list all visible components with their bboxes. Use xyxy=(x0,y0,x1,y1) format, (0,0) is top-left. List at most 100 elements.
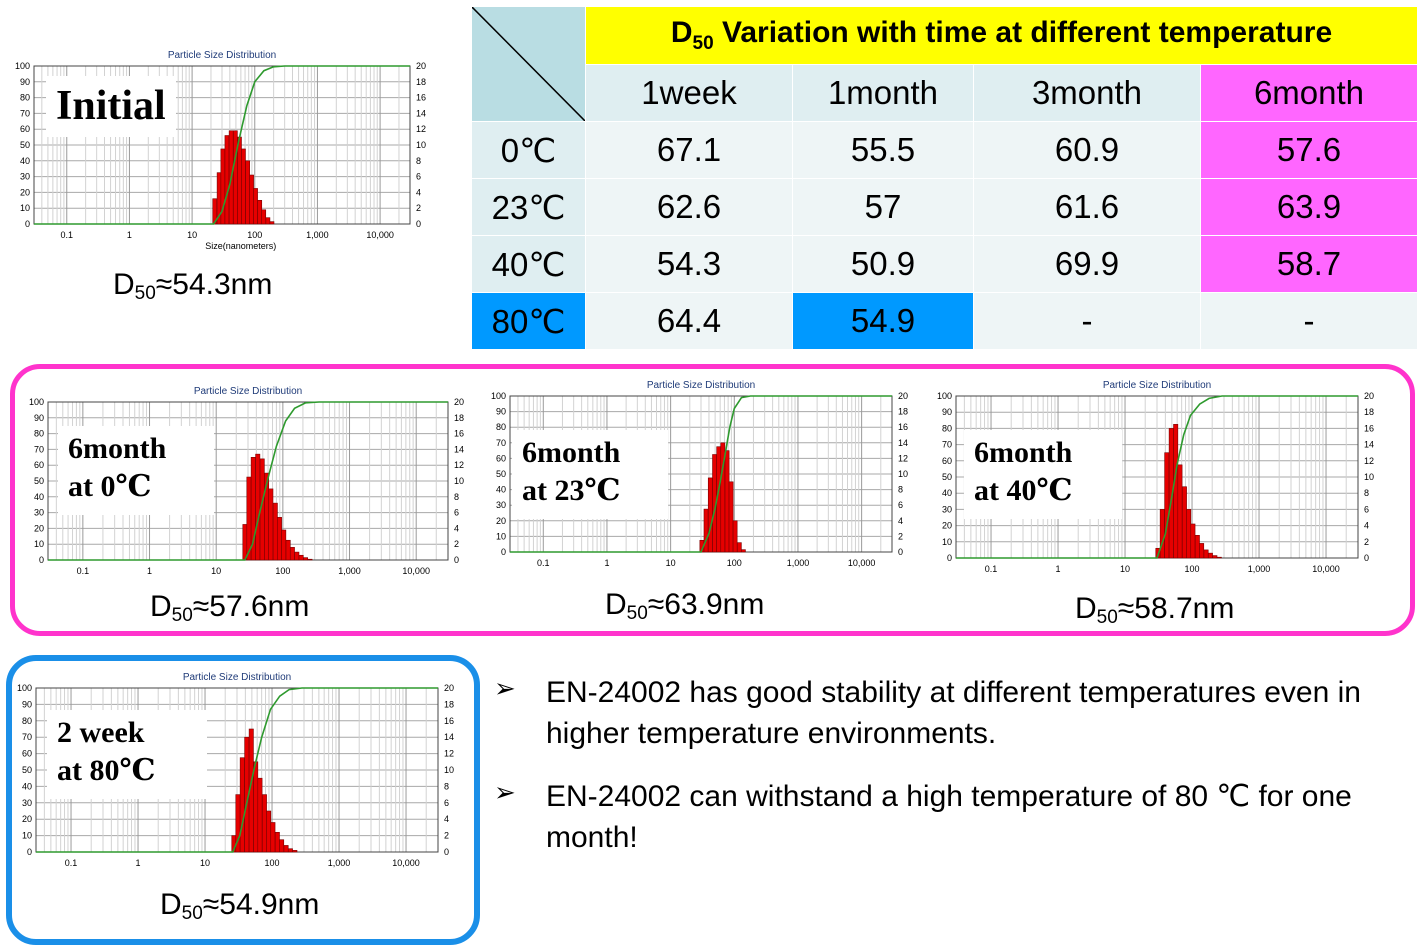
y-tick-label-left: 80 xyxy=(22,716,32,726)
distribution-bar xyxy=(1159,509,1165,559)
distribution-bar xyxy=(724,450,730,553)
distribution-bar xyxy=(242,524,248,561)
distribution-bar xyxy=(294,551,300,561)
distribution-bar xyxy=(269,221,275,225)
y-tick-label-right: 4 xyxy=(454,523,459,533)
y-tick-label-left: 40 xyxy=(496,485,506,495)
y-tick-label-left: 30 xyxy=(942,504,952,514)
distribution-bar xyxy=(253,761,259,853)
y-tick-label-left: 80 xyxy=(20,93,30,103)
table-cell: - xyxy=(1200,292,1418,350)
y-tick-label-left: 70 xyxy=(942,440,952,450)
y-tick-label-left: 40 xyxy=(34,492,44,502)
y-tick-label-left: 70 xyxy=(20,108,30,118)
x-tick-label: 10,000 xyxy=(402,566,430,576)
chart-initial-label: Initial xyxy=(46,76,176,137)
y-tick-label-left: 30 xyxy=(20,172,30,182)
y-tick-label-left: 0 xyxy=(947,553,952,563)
distribution-bar xyxy=(224,135,230,225)
chart-6month-23c-label: 6month at 23℃ xyxy=(512,430,668,519)
y-tick-label-right: 20 xyxy=(416,61,426,71)
y-tick-label-left: 20 xyxy=(20,187,30,197)
x-tick-label: 10 xyxy=(211,566,221,576)
y-tick-label-right: 2 xyxy=(416,203,421,213)
col-header-1week: 1week xyxy=(585,63,793,122)
y-tick-label-left: 90 xyxy=(34,413,44,423)
arrow-bullet-icon: ➢ xyxy=(494,778,516,808)
y-tick-label-right: 0 xyxy=(444,847,449,857)
col-header-1month: 1month xyxy=(792,63,974,122)
distribution-bar xyxy=(277,517,282,561)
col-header-3month: 3month xyxy=(973,63,1201,122)
distribution-bar xyxy=(298,554,304,561)
y-tick-label-left: 90 xyxy=(22,699,32,709)
x-tick-label: 100 xyxy=(1185,564,1200,574)
table-cell: - xyxy=(973,292,1201,350)
distribution-bar xyxy=(736,542,742,553)
y-tick-label-right: 4 xyxy=(416,187,421,197)
distribution-bar xyxy=(1190,523,1196,559)
y-tick-label-left: 10 xyxy=(22,831,32,841)
table-cell-highlight: 58.7 xyxy=(1200,235,1418,293)
table-cell: 69.9 xyxy=(973,235,1201,293)
x-tick-label: 10,000 xyxy=(1312,564,1340,574)
cumulative-line xyxy=(956,395,1358,559)
y-tick-label-left: 0 xyxy=(27,847,32,857)
x-tick-label: 100 xyxy=(275,566,290,576)
y-tick-label-left: 100 xyxy=(17,683,32,693)
table-title: D50 Variation with time at different tem… xyxy=(585,6,1418,65)
chart-title: Particle Size Distribution xyxy=(194,386,302,397)
y-tick-label-left: 20 xyxy=(942,521,952,531)
chart-label-line: Initial xyxy=(56,83,166,129)
d50-sub: 50 xyxy=(171,605,193,626)
y-tick-label-right: 14 xyxy=(454,444,464,454)
chart-label-line: 6month xyxy=(68,432,167,465)
y-tick-label-right: 8 xyxy=(444,781,449,791)
y-tick-label-right: 4 xyxy=(444,814,449,824)
x-tick-label: 1 xyxy=(604,558,609,568)
y-tick-label-right: 20 xyxy=(444,683,454,693)
y-tick-label-right: 16 xyxy=(1364,423,1374,433)
y-tick-label-right: 2 xyxy=(444,831,449,841)
row-header-80c: 80℃ xyxy=(471,292,586,350)
y-tick-label-right: 6 xyxy=(444,798,449,808)
d50-table: D50 Variation with time at different tem… xyxy=(471,6,1418,350)
chart-label-line: 2 week xyxy=(57,716,145,749)
y-tick-label-left: 20 xyxy=(34,523,44,533)
distribution-bar xyxy=(272,502,278,561)
chart-title: Particle Size Distribution xyxy=(183,672,291,683)
corner-diagonal xyxy=(472,7,585,121)
y-tick-label-left: 0 xyxy=(39,555,44,565)
arrow-bullet-icon: ➢ xyxy=(494,674,516,704)
distribution-bar xyxy=(237,136,242,225)
distribution-bar xyxy=(1216,556,1222,559)
y-tick-label-right: 6 xyxy=(1364,504,1369,514)
distribution-bar xyxy=(266,810,272,853)
d50-prefix: D xyxy=(1075,592,1097,625)
distribution-bar xyxy=(287,848,293,853)
x-tick-label: 1 xyxy=(136,858,141,868)
distribution-bar xyxy=(249,174,254,225)
y-tick-label-right: 12 xyxy=(416,124,426,134)
x-tick-label: 100 xyxy=(265,858,280,868)
d50-prefix: D xyxy=(150,590,172,623)
y-tick-label-right: 4 xyxy=(898,516,903,526)
distribution-bar xyxy=(270,822,276,853)
distribution-bar xyxy=(1173,424,1179,559)
x-tick-label: 0.1 xyxy=(537,558,550,568)
y-tick-label-right: 18 xyxy=(1364,407,1374,417)
y-tick-label-right: 12 xyxy=(454,460,464,470)
y-tick-label-right: 0 xyxy=(898,547,903,557)
distribution-bar xyxy=(1212,555,1218,559)
y-tick-label-right: 12 xyxy=(444,749,454,759)
y-tick-label-right: 2 xyxy=(454,539,459,549)
y-tick-label-right: 14 xyxy=(898,438,908,448)
table-cell: 55.5 xyxy=(792,121,974,179)
y-tick-label-right: 6 xyxy=(898,500,903,510)
bullet-item-1: ➢ EN-24002 has good stability at differe… xyxy=(494,672,1424,762)
y-tick-label-right: 12 xyxy=(1364,456,1374,466)
y-tick-label-right: 18 xyxy=(898,407,908,417)
distribution-bar xyxy=(741,549,746,553)
chart-6month-0c-label: 6month at 0℃ xyxy=(58,426,214,515)
y-tick-label-left: 50 xyxy=(34,476,44,486)
